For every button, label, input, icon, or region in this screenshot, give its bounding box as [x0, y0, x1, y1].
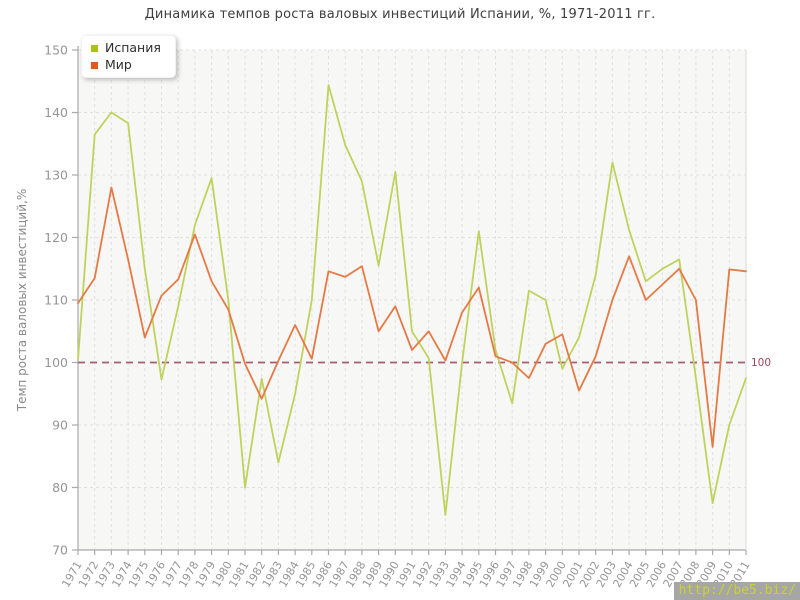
y-axis: 150 140 130 120 110 100 90 80 70 — [44, 43, 78, 558]
reference-line-label: 100 — [751, 357, 771, 369]
legend-label-spain: Испания — [105, 40, 161, 55]
y-tick-label: 130 — [44, 168, 68, 183]
legend-marker-spain-icon — [91, 44, 98, 52]
chart-title: Динамика темпов роста валовых инвестиций… — [144, 7, 656, 22]
y-tick-label: 140 — [44, 105, 68, 120]
y-tick-label: 110 — [44, 293, 68, 308]
y-tick-label: 100 — [44, 355, 68, 370]
legend-item-world: Мир — [91, 58, 161, 72]
series-line-spain — [77, 84, 747, 516]
gridlines — [77, 49, 747, 550]
y-axis-title: Темп роста валовых инвестиций,% — [15, 188, 29, 412]
y-tick-label: 70 — [52, 543, 68, 558]
y-tick-label: 90 — [52, 418, 68, 433]
y-tick-label: 120 — [44, 230, 68, 245]
series-line-world — [77, 186, 747, 448]
legend-marker-world-icon — [91, 61, 98, 69]
legend: Испания Мир — [81, 35, 176, 78]
x-axis: 1971197219731974197519761977197819791980… — [59, 550, 753, 590]
legend-label-world: Мир — [105, 57, 132, 72]
y-tick-label: 80 — [52, 480, 68, 495]
y-tick-label: 150 — [44, 43, 68, 58]
watermark-link[interactable]: http://be5.biz/ — [673, 582, 800, 600]
legend-item-spain: Испания — [91, 41, 161, 55]
